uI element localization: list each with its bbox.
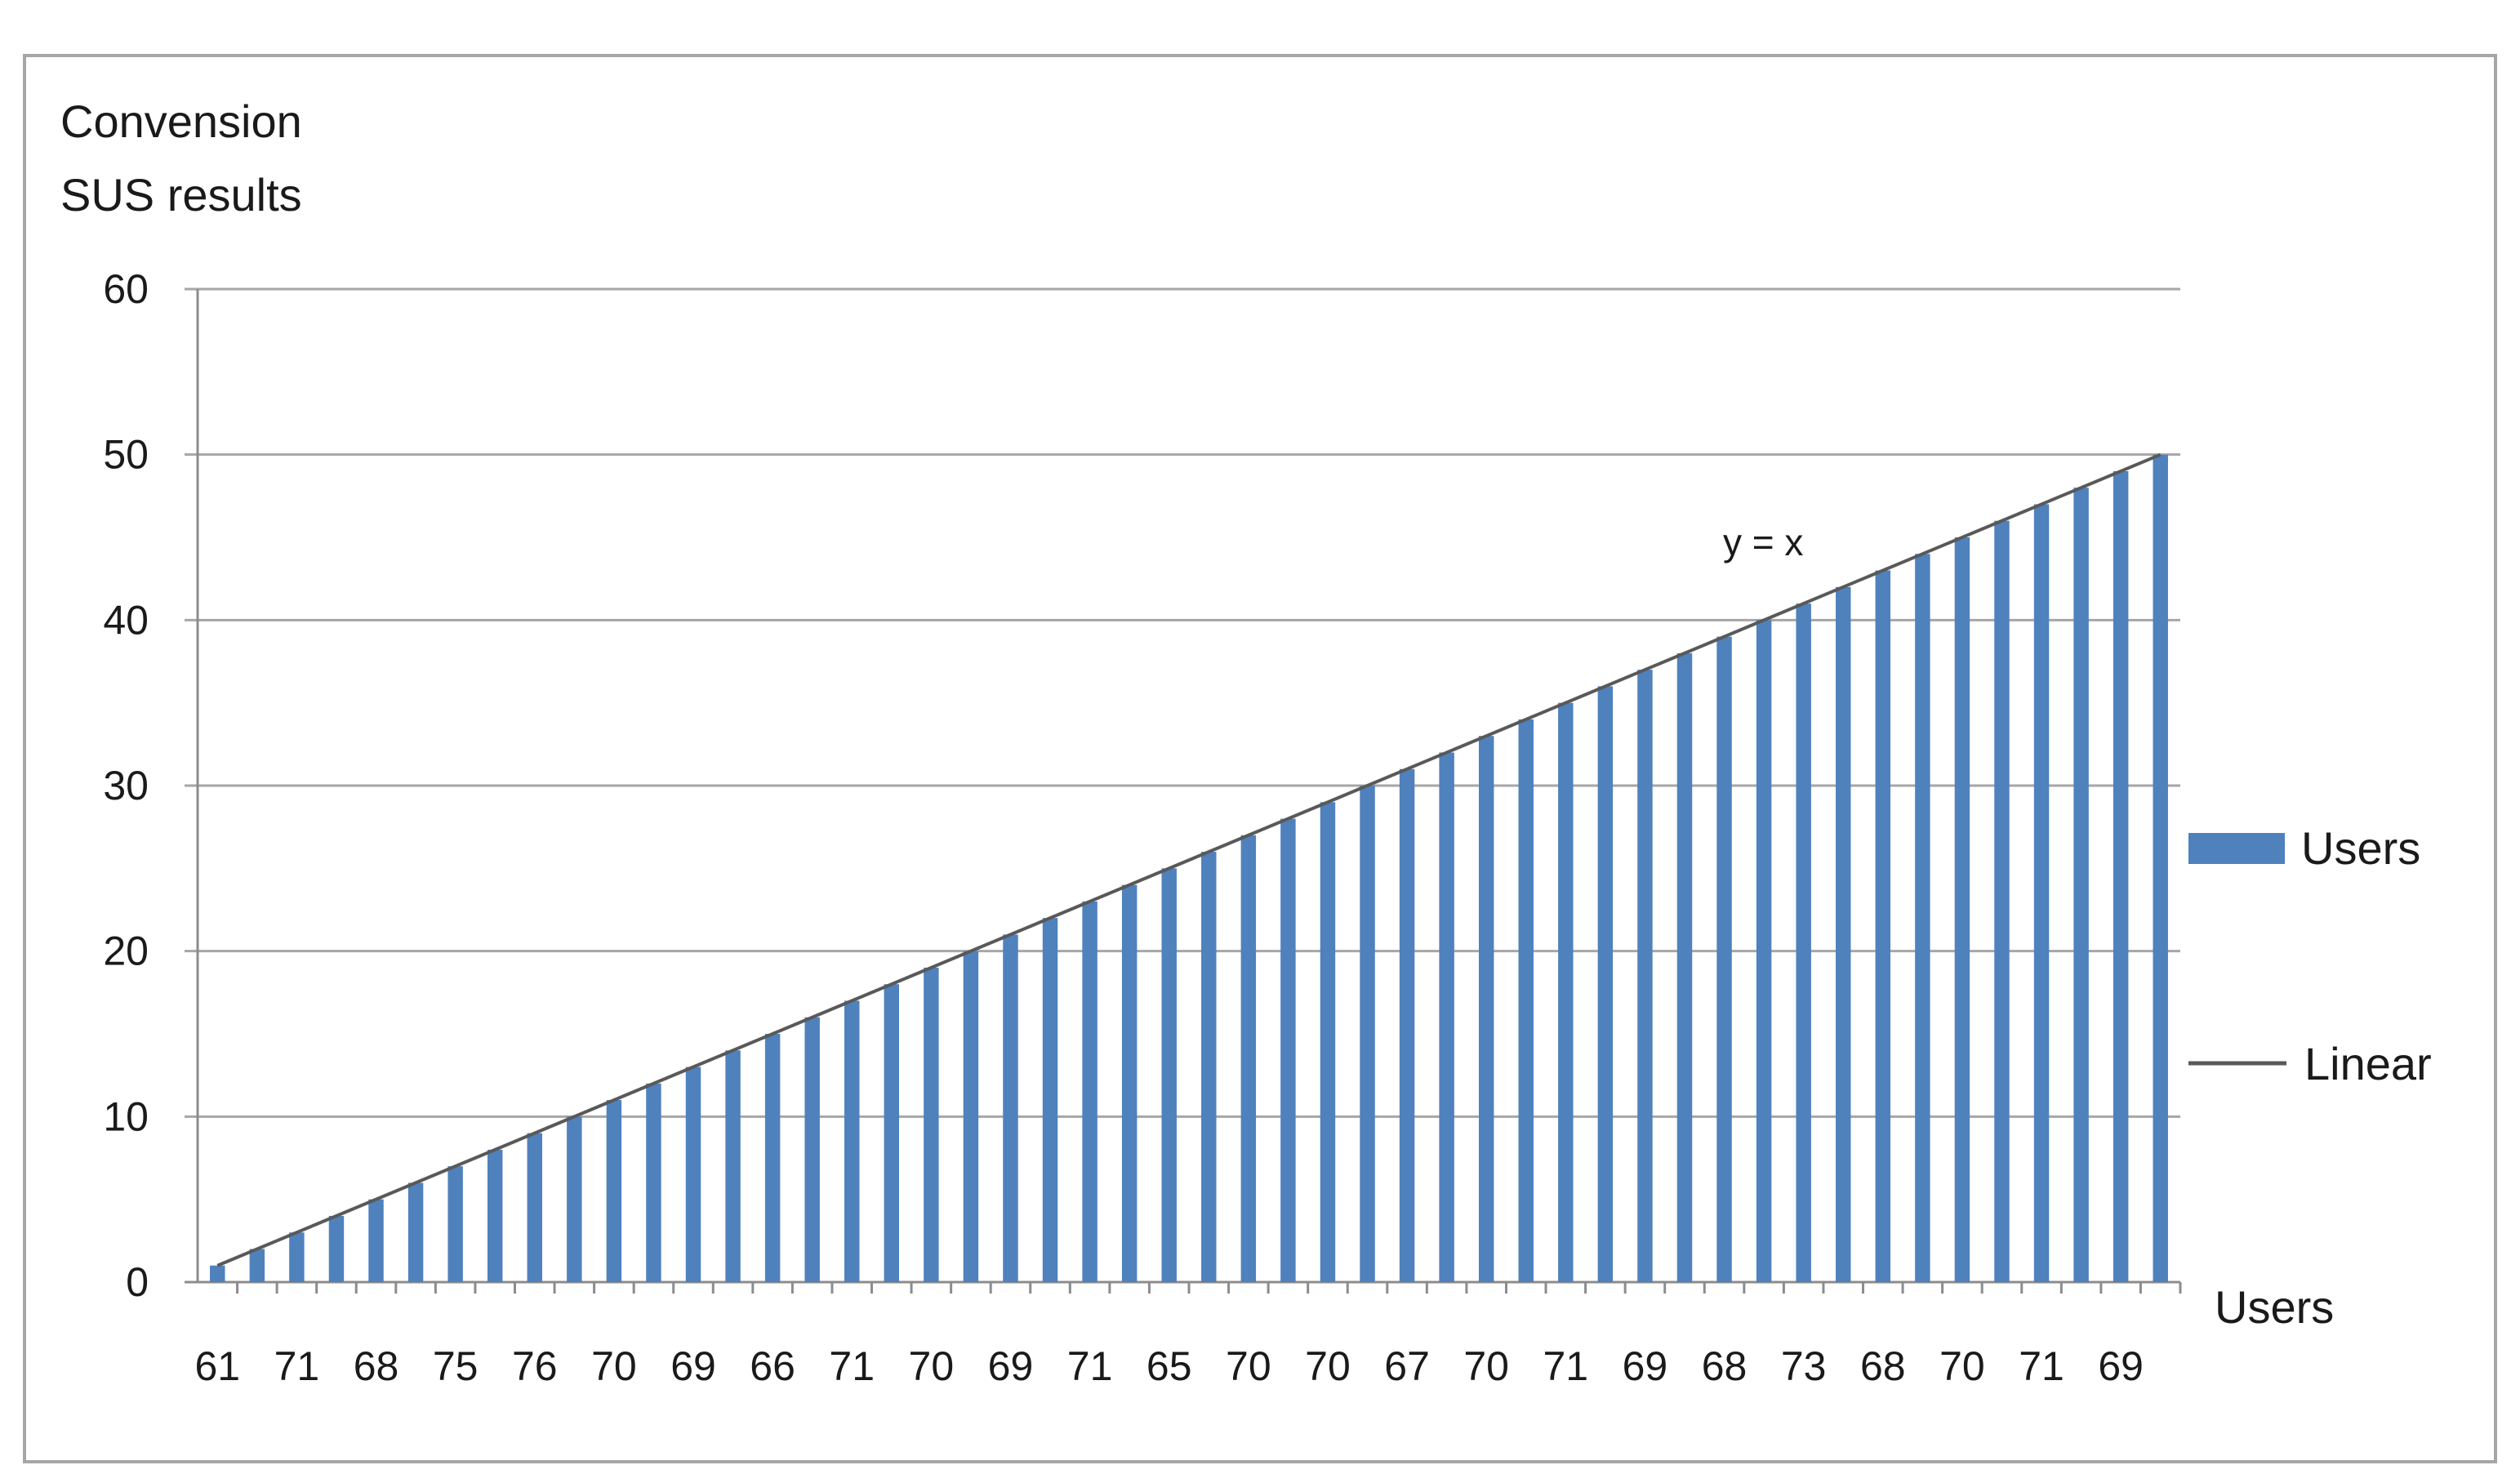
bar-43 [1875,570,1891,1282]
bar-30 [1360,786,1375,1282]
y-tick-10: 10 [103,1093,149,1139]
bar-19 [924,967,939,1282]
x-tick-label-20: 68 [1702,1343,1748,1389]
x-tick-label-10: 70 [909,1343,955,1389]
bar-48 [2073,488,2089,1282]
bar-20 [963,951,979,1282]
bar-4 [328,1215,345,1282]
bar-37 [1637,670,1653,1282]
x-tick-label-5: 76 [512,1343,558,1389]
trendline-linear [216,452,2162,1267]
bar-49 [2113,470,2129,1282]
y-tick-60: 60 [103,266,149,312]
y-tick-20: 20 [103,929,149,974]
bar-33 [1478,736,1494,1282]
x-tick-label-1: 61 [194,1343,240,1389]
x-tick-label-25: 69 [2098,1343,2144,1389]
x-tick-label-9: 71 [829,1343,875,1389]
bar-44 [1915,554,1930,1282]
y-tick-0: 0 [126,1259,149,1305]
bar-5 [368,1199,384,1282]
bar-18 [884,984,900,1282]
bar-41 [1796,603,1811,1282]
x-tick-labels: 61 71 68 75 76 70 69 66 71 70 69 71 65 70 70 67 70 71 69 68… [194,1343,2144,1389]
legend-swatch-users [2188,833,2285,864]
bar-14 [725,1050,741,1282]
y-tick-30: 30 [103,763,149,808]
bar-16 [804,1017,820,1282]
bar-40 [1756,620,1772,1282]
y-tick-40: 40 [103,597,149,643]
bar-32 [1439,752,1454,1282]
x-tick-label-2: 71 [274,1343,320,1389]
bar-7 [447,1166,463,1282]
x-tick-label-18: 71 [1543,1343,1589,1389]
chart-title-line-1: Convension [60,96,302,147]
trendline-annotation: y = x [1723,521,1803,563]
bar-6 [407,1182,424,1282]
x-tick-label-7: 69 [670,1343,716,1389]
bar-2 [249,1249,265,1282]
x-axis-label: Users [2215,1281,2334,1333]
bar-3 [289,1232,305,1282]
x-tick-label-14: 70 [1226,1343,1271,1389]
bar-25 [1161,868,1177,1282]
y-tick-50: 50 [103,432,149,478]
x-tick-label-11: 69 [988,1343,1034,1389]
bar-10 [567,1116,582,1282]
x-tick-label-17: 70 [1463,1343,1509,1389]
bar-34 [1518,719,1534,1282]
bar-47 [2033,504,2050,1282]
bar-12 [646,1083,661,1282]
bar-27 [1240,835,1257,1282]
legend: Users Linear [2188,822,2432,1089]
bar-23 [1082,901,1097,1282]
y-tick-labels: 0 10 20 30 40 50 60 [103,266,149,1305]
x-tick-label-16: 67 [1384,1343,1430,1389]
bar-45 [1954,537,1970,1282]
x-tick-label-13: 65 [1146,1343,1192,1389]
bar-8 [487,1149,503,1282]
bar-42 [1836,586,1851,1282]
bar-46 [1994,520,2010,1282]
bar-17 [844,1000,860,1282]
bar-26 [1201,852,1217,1282]
x-tick-label-4: 75 [433,1343,479,1389]
legend-label-linear: Linear [2304,1038,2432,1089]
bar-38 [1676,652,1693,1282]
bar-22 [1042,918,1058,1282]
bar-24 [1121,884,1138,1282]
bar-50 [2153,454,2168,1282]
bar-39 [1716,636,1732,1282]
x-tick-label-22: 68 [1860,1343,1906,1389]
x-tick-label-23: 70 [1939,1343,1985,1389]
x-tick-label-6: 70 [591,1343,637,1389]
bar-29 [1320,802,1336,1282]
bar-35 [1558,702,1574,1282]
x-tick-label-19: 69 [1623,1343,1668,1389]
bar-15 [764,1034,781,1282]
legend-label-users: Users [2301,822,2420,874]
bar-13 [685,1067,701,1282]
chart-title-line-2: SUS results [60,169,302,220]
bar-11 [606,1100,622,1282]
x-tick-label-24: 71 [2019,1343,2064,1389]
chart-title: Convension SUS results [60,85,302,232]
bar-31 [1399,768,1415,1282]
bar-1 [210,1265,225,1282]
bar-21 [1003,934,1018,1282]
x-tick-label-21: 73 [1781,1343,1827,1389]
x-tick-label-15: 70 [1305,1343,1351,1389]
x-tick-label-3: 68 [354,1343,399,1389]
bar-9 [527,1133,542,1282]
bar-28 [1280,818,1296,1282]
bar-36 [1597,686,1614,1282]
x-tick-label-12: 71 [1067,1343,1113,1389]
x-tick-label-8: 66 [750,1343,795,1389]
bar-series-users [210,454,2182,1294]
